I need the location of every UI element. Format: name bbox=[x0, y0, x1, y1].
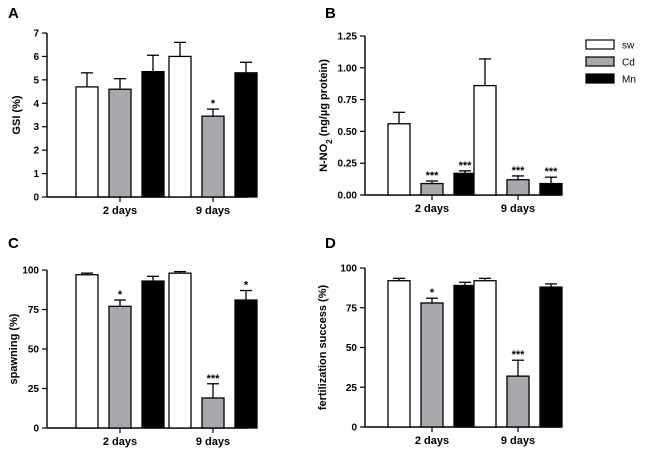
y-tick-label: 0 bbox=[33, 424, 39, 435]
y-tick-label: 5 bbox=[33, 75, 39, 86]
bar-mn bbox=[539, 286, 563, 428]
panel-a: A 0 1 2 3 4 5 6 7 GSI (%) 2 days 9 days * bbox=[8, 5, 258, 217]
bar-cd bbox=[108, 88, 132, 198]
panel-letter: A bbox=[8, 5, 19, 22]
panel-b: B 0.00 0.25 0.50 0.75 1.00 1.25 N-NO2 (ng/µg pr… bbox=[318, 5, 563, 215]
legend-swatch-mn bbox=[585, 73, 615, 84]
x-tick-label: 9 days bbox=[196, 436, 230, 448]
y-tick-label: 7 bbox=[33, 29, 39, 40]
bar-cd bbox=[201, 115, 225, 198]
bar-sw bbox=[387, 280, 411, 428]
y-axis-label: GSI (%) bbox=[11, 95, 23, 134]
bar-mn bbox=[453, 172, 477, 196]
x-tick-label: 2 days bbox=[103, 436, 137, 448]
bar-sw bbox=[473, 280, 497, 428]
y-tick-label: 0 bbox=[33, 193, 39, 204]
significance-label: * bbox=[211, 98, 216, 110]
y-tick-label: 1.25 bbox=[338, 32, 358, 43]
significance-label: * bbox=[430, 287, 435, 299]
bar-mn bbox=[141, 71, 165, 198]
y-tick-label: 50 bbox=[28, 345, 40, 356]
bar-mn bbox=[234, 72, 258, 198]
y-tick-label: 0.25 bbox=[338, 159, 358, 170]
x-tick-label: 9 days bbox=[196, 205, 230, 217]
legend-label-cd: Cd bbox=[622, 58, 635, 69]
y-tick-label: 0 bbox=[351, 423, 357, 434]
bar-cd bbox=[108, 305, 132, 429]
x-tick-label: 9 days bbox=[501, 203, 535, 215]
significance-label: *** bbox=[512, 349, 526, 361]
y-axis-label: spawning (%) bbox=[8, 313, 20, 384]
y-axis-label: N-NO2 (ng/µg protein) bbox=[318, 59, 334, 172]
panel-letter: D bbox=[325, 235, 336, 252]
y-tick-label: 0.75 bbox=[338, 95, 358, 106]
y-tick-label: 75 bbox=[346, 303, 358, 314]
significance-label: *** bbox=[207, 373, 221, 385]
bar-cd bbox=[420, 182, 444, 196]
x-tick-label: 2 days bbox=[415, 435, 449, 447]
bar-cd bbox=[420, 302, 444, 428]
bar-sw bbox=[387, 123, 411, 196]
y-tick-label: 4 bbox=[33, 99, 39, 110]
y-tick-label: 25 bbox=[346, 383, 358, 394]
bar-sw bbox=[75, 86, 99, 198]
bar-mn bbox=[539, 182, 563, 196]
significance-label: *** bbox=[545, 166, 559, 178]
y-tick-label: 0.00 bbox=[338, 191, 358, 202]
bar-cd bbox=[201, 397, 225, 429]
y-tick-label: 25 bbox=[28, 384, 40, 395]
bar-cd bbox=[506, 375, 530, 428]
legend-label-sw: sw bbox=[622, 41, 635, 52]
bar-mn bbox=[453, 284, 477, 428]
significance-label: *** bbox=[512, 165, 526, 177]
bar-sw bbox=[473, 84, 497, 196]
y-tick-label: 1.00 bbox=[338, 63, 358, 74]
bar-cd bbox=[506, 179, 530, 196]
legend-label-mn: Mn bbox=[622, 75, 636, 86]
significance-label: * bbox=[244, 280, 249, 292]
y-tick-label: 75 bbox=[28, 305, 40, 316]
legend: sw Cd Mn bbox=[585, 39, 636, 86]
y-axis-label: fertilization success (%) bbox=[317, 285, 329, 411]
significance-label: *** bbox=[426, 170, 440, 182]
x-tick-label: 2 days bbox=[103, 205, 137, 217]
bar-sw bbox=[75, 274, 99, 429]
y-tick-label: 100 bbox=[340, 264, 357, 275]
x-tick-label: 2 days bbox=[415, 203, 449, 215]
y-tick-label: 1 bbox=[33, 169, 39, 180]
x-tick-label: 9 days bbox=[501, 435, 535, 447]
panel-letter: C bbox=[8, 235, 19, 252]
y-tick-label: 6 bbox=[33, 52, 39, 63]
legend-swatch-cd bbox=[585, 56, 615, 67]
y-tick-label: 50 bbox=[346, 343, 358, 354]
significance-label: * bbox=[118, 289, 123, 301]
y-tick-label: 100 bbox=[22, 266, 39, 277]
panel-d: D 0 25 50 75 100 fertilization success (%) 2 da… bbox=[317, 235, 563, 447]
y-tick-label: 0.50 bbox=[338, 127, 358, 138]
y-tick-label: 2 bbox=[33, 146, 39, 157]
legend-swatch-sw bbox=[585, 39, 615, 50]
panel-letter: B bbox=[325, 5, 336, 22]
bar-sw bbox=[168, 272, 192, 429]
y-tick-label: 3 bbox=[33, 122, 39, 133]
bar-mn bbox=[234, 299, 258, 429]
bar-sw bbox=[168, 55, 192, 198]
bar-mn bbox=[141, 280, 165, 429]
significance-label: *** bbox=[459, 160, 473, 172]
